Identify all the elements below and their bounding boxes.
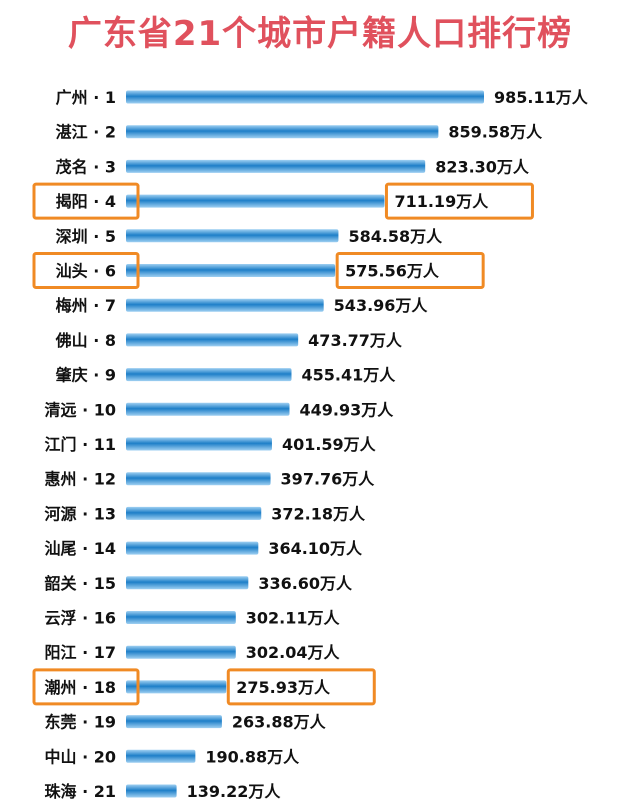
value-label: 275.93万人 [236,678,331,697]
category-label: 梅州 · 7 [56,296,116,315]
category-label: 珠海 · 21 [45,782,117,801]
bar [126,541,259,555]
category-label: 中山 · 20 [45,747,117,766]
value-label: 263.88万人 [232,713,327,732]
chart-title: 广东省21个城市户籍人口排行榜 [67,14,573,54]
highlight-box-category [32,252,140,289]
value-label: 985.11万人 [494,88,589,107]
bar [126,437,272,451]
bar [126,680,227,694]
category-label: 东莞 · 19 [45,713,117,732]
category-label: 茂名 · 3 [56,157,116,176]
category-label: 汕头 · 6 [56,262,116,281]
value-label: 823.30万人 [435,157,530,176]
bar [126,576,249,590]
bar [126,472,271,486]
bar [126,611,236,624]
value-label: 449.93万人 [300,400,395,419]
category-label: 韶关 · 15 [45,574,117,593]
value-label: 190.88万人 [205,747,300,766]
category-label: 汕尾 · 14 [45,539,117,558]
bar [126,90,484,104]
category-label: 惠州 · 12 [45,470,117,489]
bar [126,749,196,763]
highlight-box-value [226,668,376,706]
bar [126,298,324,312]
bar [126,715,222,729]
highlight-box-category [32,182,140,220]
bar [126,368,292,382]
category-label: 江门 · 11 [45,435,117,454]
value-label: 302.11万人 [246,609,341,628]
value-label: 372.18万人 [271,504,366,523]
category-label: 广州 · 1 [56,88,116,107]
value-label: 473.77万人 [308,331,403,350]
highlight-box-category [32,668,140,706]
category-label: 湛江 · 2 [56,123,116,142]
bar [126,159,426,173]
bar [126,229,339,243]
category-label: 揭阳 · 4 [56,192,116,211]
value-label: 397.76万人 [281,470,376,489]
category-label: 清远 · 10 [45,400,117,419]
value-label: 584.58万人 [348,227,443,246]
category-label: 佛山 · 8 [55,331,116,350]
bar [126,264,336,277]
category-label: 潮州 · 18 [45,678,117,697]
value-label: 543.96万人 [334,296,429,315]
value-label: 859.58万人 [448,123,543,142]
category-label: 云浮 · 16 [45,609,117,628]
bar [126,506,262,520]
category-label: 肇庆 · 9 [55,366,116,385]
highlight-box-value [384,182,534,220]
value-label: 711.19万人 [394,192,489,211]
value-label: 455.41万人 [302,366,397,385]
value-label: 401.59万人 [282,435,377,454]
value-label: 575.56万人 [345,262,440,281]
bar [126,402,290,416]
category-label: 河源 · 13 [45,504,117,523]
value-label: 139.22万人 [187,782,282,801]
bar [126,194,385,208]
bar [126,784,177,798]
category-label: 阳江 · 17 [45,643,117,662]
value-label: 302.04万人 [246,643,341,662]
highlight-box-value [335,252,485,289]
value-label: 364.10万人 [268,539,363,558]
bar [126,125,439,139]
bar [126,645,236,659]
category-label: 深圳 · 5 [56,227,116,246]
value-label: 336.60万人 [258,574,353,593]
bar [126,333,299,347]
